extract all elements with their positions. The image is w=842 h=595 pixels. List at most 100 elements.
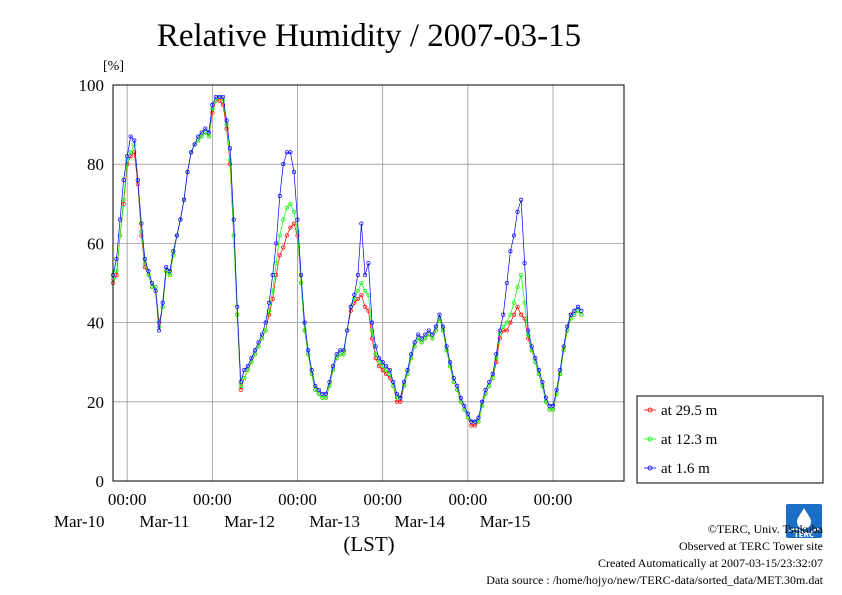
data-point bbox=[568, 312, 573, 317]
data-point bbox=[533, 360, 538, 365]
data-point bbox=[511, 300, 517, 305]
data-point bbox=[384, 364, 389, 369]
y-tick-label: 100 bbox=[79, 76, 105, 95]
data-point bbox=[306, 352, 311, 357]
data-point bbox=[203, 126, 208, 131]
data-point bbox=[430, 332, 435, 337]
data-point bbox=[341, 348, 346, 353]
series-1 bbox=[110, 98, 584, 428]
data-point bbox=[231, 217, 236, 222]
data-point bbox=[281, 217, 286, 222]
data-point bbox=[181, 197, 187, 202]
y-tick-label: 40 bbox=[87, 314, 104, 333]
data-point bbox=[558, 368, 563, 373]
data-point bbox=[387, 375, 392, 381]
data-point bbox=[373, 352, 378, 357]
data-point bbox=[387, 368, 392, 373]
legend-marker bbox=[647, 436, 653, 442]
data-point bbox=[309, 368, 314, 373]
data-point bbox=[277, 253, 282, 258]
data-point bbox=[330, 364, 336, 369]
data-point bbox=[171, 253, 176, 258]
data-point bbox=[380, 360, 385, 365]
x-tick-time-label: 00:00 bbox=[363, 490, 402, 509]
data-point bbox=[504, 328, 509, 333]
data-point bbox=[199, 130, 204, 135]
data-point bbox=[281, 245, 286, 250]
data-point bbox=[348, 304, 353, 309]
data-point bbox=[327, 383, 332, 389]
data-point bbox=[362, 304, 368, 309]
data-point bbox=[405, 372, 410, 377]
data-point bbox=[494, 356, 499, 361]
data-point bbox=[341, 352, 346, 357]
data-point bbox=[412, 344, 417, 349]
data-point bbox=[224, 118, 229, 123]
data-point bbox=[437, 312, 442, 317]
data-point bbox=[487, 379, 492, 385]
data-point bbox=[238, 379, 243, 385]
data-point bbox=[522, 300, 527, 305]
y-tick-label: 0 bbox=[96, 472, 105, 491]
data-point bbox=[440, 324, 446, 329]
data-point bbox=[401, 379, 407, 385]
data-point bbox=[458, 395, 463, 400]
data-point bbox=[242, 375, 247, 381]
data-point bbox=[309, 372, 314, 377]
data-point bbox=[306, 348, 311, 353]
data-point bbox=[185, 170, 190, 175]
series-2 bbox=[110, 94, 584, 424]
data-point bbox=[465, 411, 470, 416]
data-point bbox=[369, 320, 375, 325]
data-point bbox=[519, 312, 524, 317]
data-point bbox=[440, 328, 446, 333]
data-point bbox=[288, 225, 293, 230]
data-point bbox=[210, 102, 215, 107]
wave-icon bbox=[788, 528, 820, 534]
grid-lines bbox=[113, 85, 624, 481]
data-point bbox=[515, 284, 520, 290]
data-point bbox=[114, 269, 119, 274]
data-point bbox=[369, 328, 375, 333]
data-point bbox=[288, 201, 293, 206]
terc-logo: TERC bbox=[786, 504, 822, 539]
data-point bbox=[171, 249, 176, 254]
data-point bbox=[231, 233, 236, 238]
data-point bbox=[540, 383, 545, 389]
y-unit-label: [%] bbox=[103, 59, 124, 74]
data-point bbox=[125, 154, 130, 159]
logo-text: TERC bbox=[794, 531, 814, 539]
data-point bbox=[401, 383, 407, 389]
data-point bbox=[259, 332, 265, 337]
x-tick-time-label: 00:00 bbox=[448, 490, 487, 509]
legend-label: at 29.5 m bbox=[661, 403, 718, 419]
data-point bbox=[157, 328, 162, 333]
data-point bbox=[377, 356, 382, 361]
data-point bbox=[132, 138, 137, 143]
y-tick-label: 80 bbox=[87, 155, 104, 174]
data-point bbox=[142, 261, 147, 266]
data-point bbox=[540, 379, 545, 385]
data-point bbox=[362, 288, 368, 293]
data-point bbox=[568, 316, 573, 321]
data-point bbox=[416, 332, 421, 337]
data-point bbox=[448, 360, 453, 365]
data-point bbox=[284, 233, 289, 238]
y-tick-label: 60 bbox=[87, 234, 104, 253]
data-point bbox=[494, 352, 499, 357]
data-point bbox=[398, 399, 403, 404]
x-tick-time-label: 00:00 bbox=[534, 490, 573, 509]
data-point bbox=[550, 407, 556, 412]
data-point bbox=[245, 364, 250, 369]
data-point bbox=[189, 150, 194, 155]
data-point bbox=[533, 356, 538, 361]
data-point bbox=[529, 344, 534, 349]
data-point bbox=[249, 356, 254, 361]
data-point bbox=[444, 348, 449, 353]
data-point bbox=[511, 233, 517, 238]
data-point bbox=[519, 273, 524, 278]
series-line bbox=[112, 96, 582, 422]
data-point bbox=[220, 94, 226, 99]
plot-frame bbox=[112, 84, 625, 482]
